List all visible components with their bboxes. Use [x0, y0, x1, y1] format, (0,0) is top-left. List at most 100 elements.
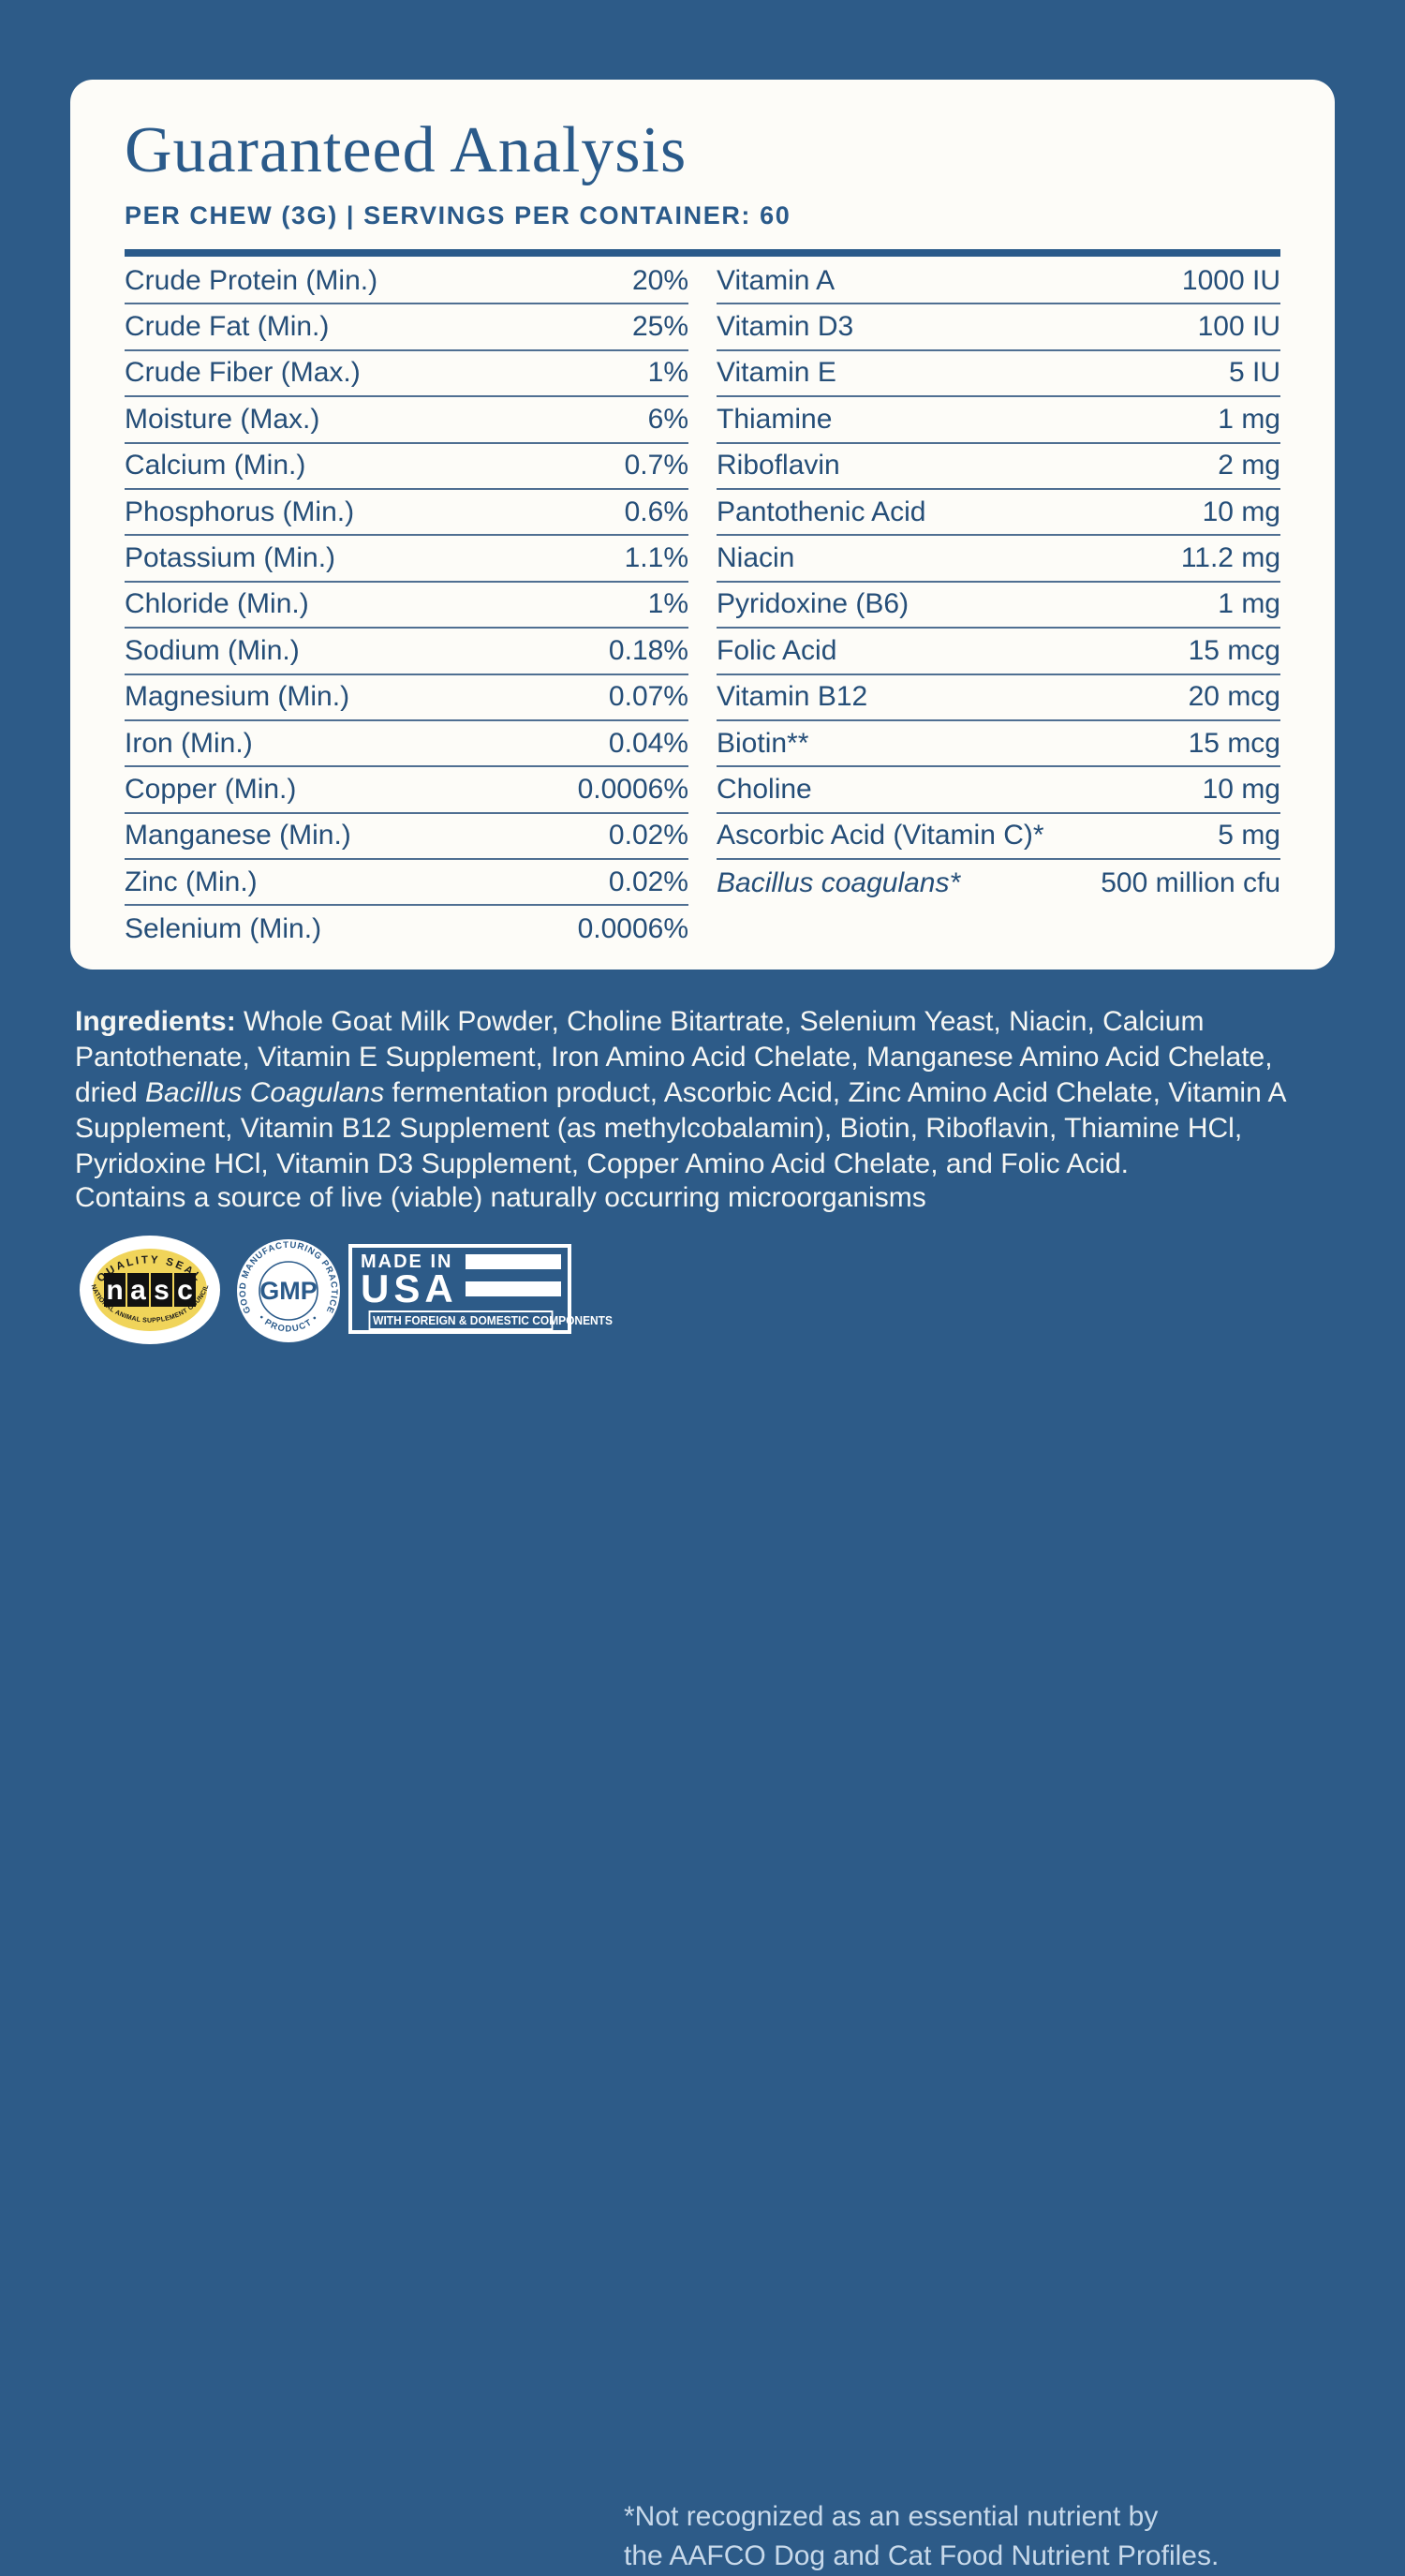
nutrient-value: 5 IU — [1228, 357, 1280, 389]
nutrient-value: 0.04% — [608, 727, 688, 759]
nutrient-name: Biotin** — [717, 727, 809, 759]
nutrient-name: Manganese (Min.) — [125, 820, 351, 851]
nutrient-value: 1.1% — [624, 542, 688, 574]
analysis-row: Riboflavin 2 mg — [717, 444, 1280, 490]
nutrient-name: Crude Protein (Min.) — [125, 264, 378, 296]
contains-note: Contains a source of live (viable) natur… — [75, 1182, 926, 1213]
analysis-row: Potassium (Min.) 1.1% — [125, 536, 688, 583]
nutrient-name: Vitamin A — [717, 264, 836, 296]
nutrient-value: 0.6% — [624, 496, 688, 527]
nutrient-name: Iron (Min.) — [125, 727, 253, 759]
nutrient-value: 5 mg — [1218, 820, 1280, 851]
nutrient-name: Phosphorus (Min.) — [125, 496, 355, 527]
analysis-row: Crude Fat (Min.) 25% — [125, 304, 688, 351]
analysis-row: Selenium (Min.) 0.0006% — [125, 906, 688, 952]
ingredients-text-2: fermentation product, Ascorbic Acid, Zin… — [75, 1077, 1285, 1179]
nutrient-value: 500 million cfu — [1101, 866, 1280, 898]
nasc-letter-c: c — [177, 1275, 193, 1306]
serving-info: PER CHEW (3G) | SERVINGS PER CONTAINER: … — [125, 201, 791, 229]
usa-made-in-text: MADE IN — [361, 1251, 453, 1272]
nutrient-value: 25% — [631, 311, 688, 343]
analysis-row: Pantothenic Acid 10 mg — [717, 490, 1280, 537]
nutrient-value: 6% — [647, 403, 688, 435]
ingredients-italic: Bacillus Coagulans — [145, 1077, 385, 1108]
analysis-row: Biotin** 15 mcg — [717, 721, 1280, 768]
ingredients-text-1: Whole Goat Milk Powder, Choline Bitartra… — [75, 1006, 1273, 1108]
analysis-row: Phosphorus (Min.) 0.6% — [125, 490, 688, 537]
analysis-row: Moisture (Max.) 6% — [125, 397, 688, 444]
analysis-row: Thiamine 1 mg — [717, 397, 1280, 444]
nutrient-name: Magnesium (Min.) — [125, 681, 350, 713]
nutrient-value: 1000 IU — [1181, 264, 1280, 296]
nasc-letter-n: n — [106, 1275, 123, 1306]
analysis-row: Choline 10 mg — [717, 767, 1280, 814]
gmp-seal: GOOD MANUFACTURING PRACTICE • PRODUCT • … — [236, 1238, 341, 1343]
usa-badge-words: MADE IN USA — [361, 1251, 458, 1310]
nutrient-name: Calcium (Min.) — [125, 450, 306, 481]
analysis-table: Crude Protein (Min.) 20% Crude Fat (Min.) 2… — [125, 259, 1280, 953]
nutrient-name: Vitamin D3 — [717, 311, 854, 343]
nutrient-name: Copper (Min.) — [125, 773, 297, 805]
analysis-row: Iron (Min.) 0.04% — [125, 721, 688, 768]
seals-row: QUALITY SEAL NATIONAL ANIMAL SUPPLEMENT … — [0, 1235, 1405, 2571]
analysis-row: Vitamin E 5 IU — [717, 351, 1280, 398]
page-title: Guaranteed Analysis — [125, 114, 688, 186]
nasc-letter-a: a — [130, 1275, 146, 1306]
analysis-column-left: Crude Protein (Min.) 20% Crude Fat (Min.) 2… — [125, 259, 688, 953]
nutrient-value: 0.7% — [624, 450, 688, 481]
analysis-row: Crude Protein (Min.) 20% — [125, 259, 688, 305]
nutrient-name: Choline — [717, 773, 812, 805]
nutrient-value: 0.07% — [608, 681, 688, 713]
analysis-row: Manganese (Min.) 0.02% — [125, 814, 688, 861]
nutrient-value: 1 mg — [1218, 403, 1280, 435]
nutrient-name: Pantothenic Acid — [717, 496, 926, 527]
nutrient-value: 1 mg — [1218, 588, 1280, 620]
nutrient-name: Vitamin E — [717, 357, 836, 389]
nutrient-value: 0.0006% — [577, 773, 688, 805]
ingredients-paragraph: Ingredients: Whole Goat Milk Powder, Cho… — [75, 1004, 1332, 1182]
nutrient-name: Folic Acid — [717, 634, 837, 666]
usa-usa-text: USA — [361, 1266, 458, 1310]
analysis-row: Vitamin D3 100 IU — [717, 304, 1280, 351]
nutrient-value: 0.0006% — [577, 913, 688, 945]
nutrient-value: 20% — [631, 264, 688, 296]
nasc-letter-s: s — [154, 1275, 170, 1306]
analysis-row: Ascorbic Acid (Vitamin C)* 5 mg — [717, 814, 1280, 861]
usa-badge-top: MADE IN USA — [361, 1251, 561, 1310]
footnote: *Not recognized as an essential nutrient… — [624, 2497, 1298, 2576]
nutrient-name: Ascorbic Acid (Vitamin C)* — [717, 820, 1044, 851]
nutrient-value: 1% — [647, 588, 688, 620]
analysis-row: Bacillus coagulans* 500 million cfu — [717, 860, 1280, 906]
divider — [125, 249, 1280, 257]
analysis-row: Pyridoxine (B6) 1 mg — [717, 583, 1280, 629]
made-in-usa-badge: MADE IN USA WITH FOREIGN & DOMESTIC COMP… — [348, 1244, 613, 1334]
nutrient-name: Bacillus coagulans* — [717, 866, 961, 898]
nutrient-value: 10 mg — [1202, 496, 1280, 527]
nutrient-value: 2 mg — [1218, 450, 1280, 481]
nutrient-value: 0.18% — [608, 634, 688, 666]
nutrient-value: 15 mcg — [1188, 727, 1280, 759]
nutrient-name: Riboflavin — [717, 450, 840, 481]
analysis-row: Sodium (Min.) 0.18% — [125, 629, 688, 675]
nutrient-name: Pyridoxine (B6) — [717, 588, 910, 620]
analysis-row: Folic Acid 15 mcg — [717, 629, 1280, 675]
label-panel: Guaranteed Analysis PER CHEW (3G) | SERV… — [0, 80, 1405, 2571]
nutrient-value: 0.02% — [608, 820, 688, 851]
nutrient-name: Potassium (Min.) — [125, 542, 336, 574]
nutrient-name: Crude Fat (Min.) — [125, 311, 330, 343]
analysis-row: Crude Fiber (Max.) 1% — [125, 351, 688, 398]
nutrient-name: Sodium (Min.) — [125, 634, 300, 666]
nutrient-value: 20 mcg — [1188, 681, 1280, 713]
nutrient-value: 11.2 mg — [1180, 542, 1280, 574]
usa-banner-text: WITH FOREIGN & DOMESTIC COMPONENTS — [368, 1310, 613, 1330]
nutrient-value: 10 mg — [1202, 773, 1280, 805]
analysis-row: Copper (Min.) 0.0006% — [125, 767, 688, 814]
nutrient-value: 15 mcg — [1188, 634, 1280, 666]
nutrient-name: Chloride (Min.) — [125, 588, 309, 620]
nutrient-name: Selenium (Min.) — [125, 913, 322, 945]
analysis-row: Vitamin B12 20 mcg — [717, 675, 1280, 721]
nutrient-name: Moisture (Max.) — [125, 403, 320, 435]
analysis-row: Magnesium (Min.) 0.07% — [125, 675, 688, 721]
nasc-seal-graphic: QUALITY SEAL NATIONAL ANIMAL SUPPLEMENT … — [80, 1236, 220, 1344]
nutrient-value: 100 IU — [1197, 311, 1280, 343]
